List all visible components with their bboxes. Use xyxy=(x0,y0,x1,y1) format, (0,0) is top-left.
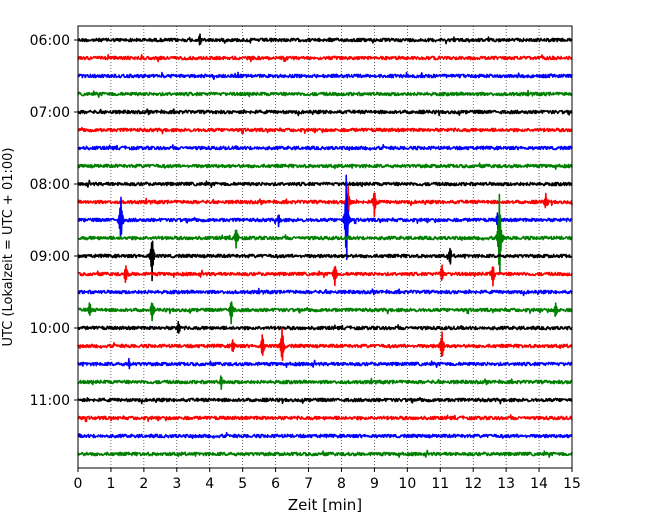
x-tick-label-3: 3 xyxy=(172,476,181,492)
trace-07:30 xyxy=(77,143,573,152)
x-tick-label-8: 8 xyxy=(337,476,346,492)
x-tick-label-2: 2 xyxy=(139,476,148,492)
x-tick-label-6: 6 xyxy=(271,476,280,492)
trace-07:00 xyxy=(77,108,573,117)
trace-10:30 xyxy=(77,357,573,370)
x-tick-label-15: 15 xyxy=(563,476,581,492)
x-tick-label-11: 11 xyxy=(431,476,449,492)
trace-06:45 xyxy=(77,89,573,99)
x-tick-label-4: 4 xyxy=(205,476,214,492)
trace-08:45 xyxy=(77,193,573,275)
trace-06:30 xyxy=(77,71,573,81)
trace-10:15 xyxy=(77,327,573,362)
trace-06:00 xyxy=(77,33,573,46)
x-tick-label-0: 0 xyxy=(74,476,83,492)
y-tick-label-08:00: 08:00 xyxy=(30,177,70,193)
x-tick-label-13: 13 xyxy=(497,476,515,492)
trace-08:00 xyxy=(77,179,573,189)
x-tick-label-9: 9 xyxy=(370,476,379,492)
x-tick-label-1: 1 xyxy=(106,476,115,492)
y-tick-label-09:00: 09:00 xyxy=(30,249,70,265)
trace-07:45 xyxy=(77,162,573,170)
trace-10:45 xyxy=(77,375,573,391)
x-tick-label-12: 12 xyxy=(464,476,482,492)
trace-10:00 xyxy=(77,320,573,334)
trace-09:30 xyxy=(77,287,573,297)
trace-09:15 xyxy=(77,264,573,287)
trace-11:45 xyxy=(77,449,573,459)
trace-11:00 xyxy=(77,396,573,405)
y-axis-label: UTC (Lokalzeit = UTC + 01:00) xyxy=(1,148,16,347)
plot-frame xyxy=(77,25,573,469)
seismic-traces xyxy=(77,33,573,459)
trace-09:45 xyxy=(77,301,573,325)
trace-07:15 xyxy=(77,126,573,135)
x-tick-label-14: 14 xyxy=(530,476,548,492)
trace-06:15 xyxy=(77,53,573,63)
y-tick-label-10:00: 10:00 xyxy=(30,321,70,337)
trace-11:15 xyxy=(77,414,573,423)
y-tick-label-07:00: 07:00 xyxy=(30,105,70,121)
x-tick-label-10: 10 xyxy=(398,476,416,492)
y-tick-label-11:00: 11:00 xyxy=(30,393,70,409)
trace-08:15 xyxy=(77,185,573,217)
y-tick-label-06:00: 06:00 xyxy=(30,33,70,49)
x-axis-label: Zeit [min] xyxy=(288,496,362,514)
trace-11:30 xyxy=(77,431,573,440)
y-axis-ticks: 06:00 07:00 08:00 09:00 10:00 11:00 xyxy=(30,33,78,409)
x-axis-ticks: 0 1 2 3 4 5 6 7 8 9 10 11 12 13 14 15 xyxy=(74,468,581,492)
x-tick-label-7: 7 xyxy=(304,476,313,492)
trace-08:30 xyxy=(77,174,573,261)
x-tick-label-5: 5 xyxy=(238,476,247,492)
trace-09:00 xyxy=(77,240,573,282)
